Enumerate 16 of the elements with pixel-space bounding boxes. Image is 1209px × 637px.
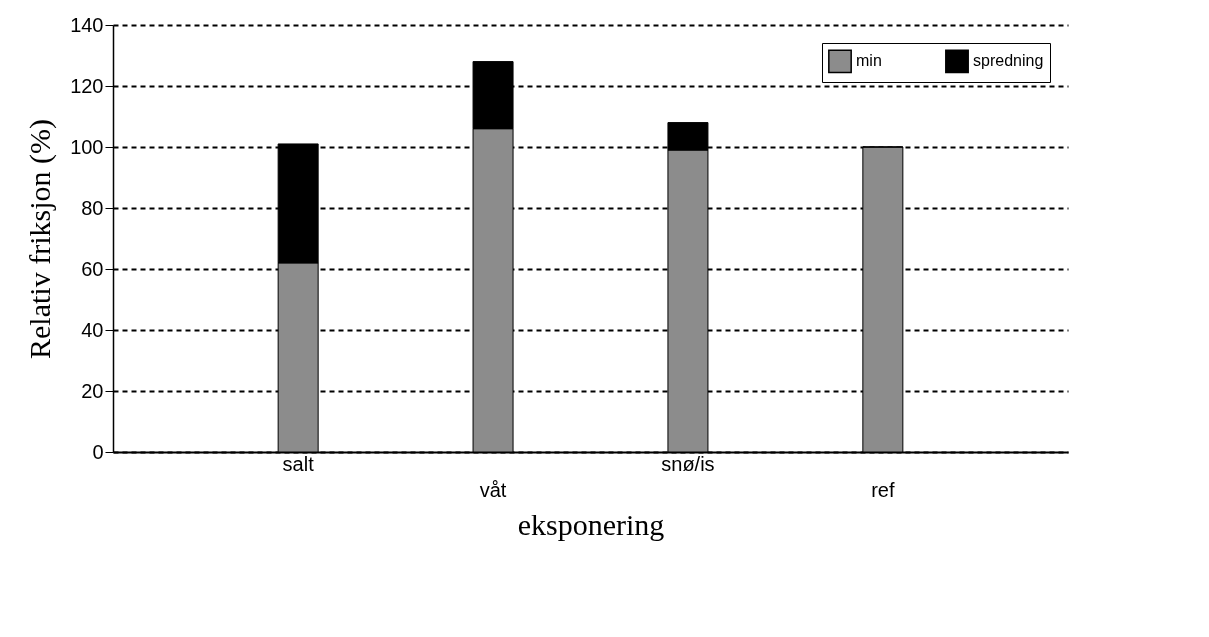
x-tick-label: salt (282, 452, 315, 475)
y-tick-label: 140 (70, 13, 104, 36)
y-tick-label: 80 (81, 196, 104, 219)
y-tick-label: 120 (70, 74, 104, 97)
y-tick-label: 100 (70, 135, 104, 158)
y-tick-label: 20 (81, 379, 104, 402)
x-tick-label: våt (479, 478, 507, 501)
legend-label: spredning (973, 52, 1044, 70)
y-axis-title: Relativ friksjon (%) (23, 119, 58, 359)
y-tick-label: 40 (81, 318, 104, 341)
y-tick-label: 60 (81, 257, 104, 280)
y-tick-label: 0 (92, 440, 104, 463)
x-tick-label: ref (871, 478, 895, 501)
x-tick-label: snø/is (661, 452, 715, 475)
x-axis-title: eksponering (517, 507, 665, 541)
legend-label: min (856, 52, 882, 70)
